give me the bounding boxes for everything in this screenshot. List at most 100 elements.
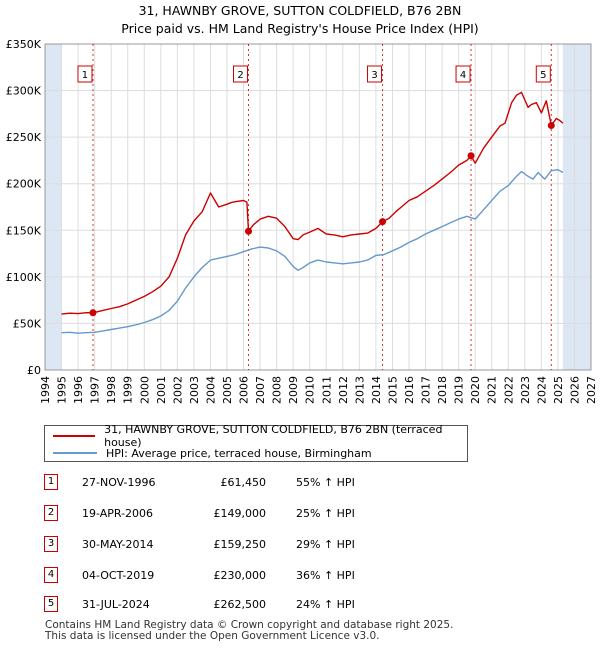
sale-number-badge: 5 [44,596,58,612]
sale-date: 27-NOV-1996 [82,476,156,489]
x-tick-label: 1997 [89,376,102,404]
sale-marker-badge [77,65,93,83]
y-tick-label: £0 [27,364,41,377]
x-tick-label: 2015 [386,376,399,404]
sale-hpi-change: 29% ↑ HPI [296,538,355,551]
plot-area [45,44,591,370]
legend-item-hpi: HPI: Average price, terraced house, Birm… [53,445,372,461]
x-tick-label: 2011 [320,376,333,404]
y-tick-label: £100K [6,271,42,284]
y-tick-label: £300K [6,85,42,98]
legend-label-property: 31, HAWNBY GROVE, SUTTON COLDFIELD, B76 … [104,423,443,449]
x-tick-label: 2005 [221,376,234,404]
table-row: 4 04-OCT-2019 £230,000 36% ↑ HPI [0,565,600,587]
sale-marker-label: 4 [460,70,466,81]
legend-swatch-property [53,435,96,437]
sale-point [245,227,253,235]
table-row: 1 27-NOV-1996 £61,450 55% ↑ HPI [0,472,600,494]
sale-date: 04-OCT-2019 [82,569,155,582]
shaded-range-0 [45,44,62,370]
sale-hpi-change: 24% ↑ HPI [296,598,355,611]
sale-price: £159,250 [213,538,267,551]
legend-swatch-hpi [53,452,97,454]
x-tick-label: 2024 [535,376,548,404]
x-tick-label: 2014 [370,376,383,404]
sale-number-badge: 4 [44,567,58,583]
sale-price: £230,000 [213,569,267,582]
x-tick-label: 2006 [238,376,251,404]
x-tick-label: 1994 [39,376,52,404]
x-tick-label: 2013 [353,376,366,404]
plot-border [44,43,592,371]
y-tick-label: £50K [13,317,42,330]
sale-point [89,309,97,317]
sale-price: £149,000 [213,507,267,520]
x-tick-label: 2008 [271,376,284,404]
legend: 31, HAWNBY GROVE, SUTTON COLDFIELD, B76 … [44,423,468,462]
chart-subtitle: Price paid vs. HM Land Registry's House … [121,21,479,36]
y-tick-label: £250K [6,131,42,144]
x-tick-label: 2019 [453,376,466,404]
x-tick-label: 2000 [138,376,151,404]
x-tick-label: 2018 [436,376,449,404]
table-row: 2 19-APR-2006 £149,000 25% ↑ HPI [0,503,600,525]
hpi-line [61,168,564,334]
legend-label-hpi: HPI: Average price, terraced house, Birm… [106,446,372,460]
x-tick-label: 1999 [122,376,135,404]
sale-marker-label: 5 [540,70,546,81]
y-tick-label: £350K [6,38,42,51]
sale-point [467,152,475,160]
x-tick-label: 1998 [105,376,118,404]
x-tick-label: 1995 [56,376,69,404]
sale-hpi-change: 55% ↑ HPI [296,476,355,489]
footer-license: This data is licensed under the Open Gov… [45,630,380,642]
y-tick-label: £150K [6,224,42,237]
x-tick-label: 2007 [254,376,267,404]
x-tick-label: 2002 [171,376,184,404]
sale-marker-badge [367,65,383,83]
footer-copyright: Contains HM Land Registry data © Crown c… [45,619,454,631]
x-tick-label: 2009 [287,376,300,404]
sale-marker-badge [455,65,471,83]
x-tick-label: 2026 [568,376,581,404]
x-tick-label: 2027 [585,376,598,404]
sale-point [379,218,387,226]
sale-date: 30-MAY-2014 [82,538,154,551]
legend-item-property: 31, HAWNBY GROVE, SUTTON COLDFIELD, B76 … [53,423,467,449]
x-tick-label: 2001 [155,376,168,404]
price-chart: 1994 1995 1996 1997 1998 1999 2000 2001 2002 2003… [6,38,598,404]
sale-hpi-change: 25% ↑ HPI [296,507,355,520]
sale-number-badge: 3 [44,536,58,552]
table-row: 5 31-JUL-2024 £262,500 24% ↑ HPI [0,594,600,616]
sale-point [547,122,555,129]
x-tick-label: 2012 [337,376,350,404]
sale-marker-label: 2 [237,70,243,81]
x-tick-label: 2020 [469,376,482,404]
sale-number-badge: 1 [44,474,58,490]
property-price-line [61,91,564,315]
x-tick-label: 2022 [502,376,515,404]
x-tick-label: 2023 [519,376,532,404]
sale-date: 19-APR-2006 [82,507,154,520]
sale-price: £262,500 [213,598,267,611]
x-tick-label: 2004 [204,376,217,404]
sale-hpi-change: 36% ↑ HPI [296,569,355,582]
sale-price: £61,450 [220,476,267,489]
x-tick-label: 2017 [420,376,433,404]
x-tick-label: 1996 [72,376,85,404]
sale-marker-label: 1 [82,70,88,81]
x-tick-label: 2021 [486,376,499,404]
sale-number-badge: 2 [44,505,58,521]
chart-title: 31, HAWNBY GROVE, SUTTON COLDFIELD, B76 … [138,3,462,18]
sale-marker-label: 3 [371,70,377,81]
sale-marker-badge [535,65,551,83]
x-tick-label: 2025 [552,376,565,404]
x-tick-label: 2016 [403,376,416,404]
sale-marker-badge [233,65,249,83]
sale-date: 31-JUL-2024 [82,598,150,611]
x-tick-label: 2003 [188,376,201,404]
x-tick-label: 2010 [304,376,317,404]
shaded-range-1 [562,44,591,370]
table-row: 3 30-MAY-2014 £159,250 29% ↑ HPI [0,534,600,556]
y-tick-label: £200K [6,178,42,191]
